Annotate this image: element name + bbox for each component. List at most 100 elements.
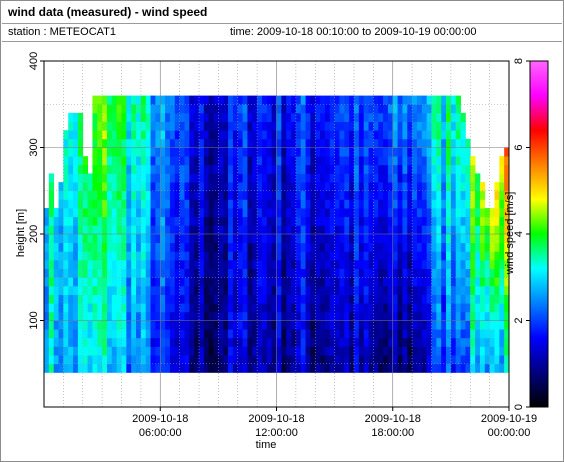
heatmap-cell bbox=[184, 363, 190, 373]
heatmap-cell bbox=[92, 121, 98, 131]
heatmap-cell bbox=[324, 294, 331, 304]
heatmap-cell bbox=[232, 259, 239, 269]
heatmap-cell bbox=[228, 363, 234, 373]
heatmap-cell bbox=[358, 294, 365, 304]
heatmap-cell bbox=[136, 190, 142, 200]
heatmap-cell bbox=[102, 95, 108, 105]
heatmap-cell bbox=[441, 346, 447, 356]
heatmap-cell bbox=[63, 337, 69, 347]
heatmap-cell bbox=[397, 112, 403, 122]
heatmap-cell bbox=[354, 294, 360, 304]
heatmap-cell bbox=[455, 156, 461, 166]
heatmap-cell bbox=[358, 95, 365, 105]
heatmap-cell bbox=[53, 337, 59, 347]
heatmap-cell bbox=[261, 268, 268, 278]
heatmap-cell bbox=[324, 104, 331, 114]
heatmap-cell bbox=[68, 156, 74, 166]
heatmap-cell bbox=[305, 164, 311, 174]
heatmap-cell bbox=[465, 337, 471, 347]
heatmap-cell bbox=[261, 337, 268, 347]
heatmap-cell bbox=[426, 337, 432, 347]
heatmap-cell bbox=[145, 329, 151, 339]
heatmap-cell bbox=[194, 112, 200, 122]
heatmap-cell bbox=[44, 320, 50, 330]
heatmap-cell bbox=[436, 294, 442, 304]
heatmap-cell bbox=[97, 147, 103, 157]
heatmap-cell bbox=[174, 294, 181, 304]
heatmap-cell bbox=[189, 355, 195, 365]
heatmap-cell bbox=[450, 234, 457, 244]
heatmap-cell bbox=[228, 294, 234, 304]
heatmap-cell bbox=[421, 268, 428, 278]
heatmap-cell bbox=[252, 294, 258, 304]
heatmap-cell bbox=[208, 285, 214, 295]
heatmap-cell bbox=[368, 208, 374, 218]
heatmap-cell bbox=[102, 164, 108, 174]
heatmap-cell bbox=[150, 363, 156, 373]
heatmap-cell bbox=[412, 311, 418, 321]
heatmap-cell bbox=[199, 294, 205, 304]
heatmap-cell bbox=[184, 173, 190, 183]
heatmap-cell bbox=[257, 337, 263, 347]
heatmap-cell bbox=[494, 242, 500, 252]
heatmap-cell bbox=[383, 251, 389, 261]
heatmap-cell bbox=[455, 355, 461, 365]
heatmap-cell bbox=[349, 285, 355, 295]
heatmap-cell bbox=[169, 130, 176, 140]
heatmap-cell bbox=[140, 95, 147, 105]
heatmap-cell bbox=[121, 337, 127, 347]
heatmap-cell bbox=[111, 285, 118, 295]
chart-title: wind data (measured) - wind speed bbox=[8, 5, 208, 19]
heatmap-cell bbox=[455, 242, 461, 252]
heatmap-cell bbox=[368, 303, 374, 313]
heatmap-cell bbox=[324, 147, 331, 157]
heatmap-cell bbox=[281, 251, 287, 261]
heatmap-cell bbox=[291, 112, 297, 122]
heatmap-cell bbox=[281, 363, 287, 373]
heatmap-cell bbox=[208, 311, 214, 321]
heatmap-cell bbox=[213, 173, 219, 183]
x-axis-label: time bbox=[256, 439, 277, 451]
heatmap-cell bbox=[87, 199, 93, 209]
heatmap-cell bbox=[232, 199, 239, 209]
heatmap-cell bbox=[82, 173, 88, 183]
heatmap-cell bbox=[155, 320, 161, 330]
heatmap-cell bbox=[412, 346, 418, 356]
heatmap-cell bbox=[455, 294, 461, 304]
heatmap-cell bbox=[373, 164, 379, 174]
heatmap-cell bbox=[77, 121, 84, 131]
heatmap-cell bbox=[194, 268, 200, 278]
heatmap-cell bbox=[155, 268, 161, 278]
heatmap-cell bbox=[344, 95, 350, 105]
heatmap-cell bbox=[44, 363, 50, 373]
heatmap-cell bbox=[484, 268, 491, 278]
heatmap-cell bbox=[412, 147, 418, 157]
colorbar-tick-label: 4 bbox=[513, 231, 525, 237]
heatmap-cell bbox=[184, 234, 190, 244]
heatmap-cell bbox=[58, 311, 64, 321]
heatmap-cell bbox=[373, 251, 379, 261]
heatmap-cell bbox=[416, 294, 423, 304]
heatmap-cell bbox=[329, 121, 336, 131]
heatmap-cell bbox=[344, 320, 350, 330]
heatmap-cell bbox=[436, 112, 442, 122]
heatmap-cell bbox=[150, 355, 156, 365]
heatmap-cell bbox=[489, 363, 495, 373]
heatmap-cell bbox=[126, 138, 132, 148]
heatmap-cell bbox=[131, 112, 137, 122]
heatmap-cell bbox=[102, 268, 108, 278]
heatmap-cell bbox=[58, 259, 64, 269]
heatmap-cell bbox=[416, 164, 423, 174]
heatmap-cell bbox=[82, 363, 88, 373]
heatmap-cell bbox=[412, 303, 418, 313]
heatmap-cell bbox=[378, 216, 384, 226]
heatmap-cell bbox=[160, 277, 166, 287]
heatmap-cell bbox=[145, 268, 151, 278]
heatmap-cell bbox=[97, 294, 103, 304]
heatmap-cell bbox=[460, 259, 466, 269]
heatmap-cell bbox=[465, 346, 471, 356]
heatmap-cell bbox=[426, 320, 432, 330]
heatmap-cell bbox=[368, 164, 374, 174]
heatmap-cell bbox=[160, 234, 166, 244]
heatmap-cell bbox=[315, 216, 321, 226]
